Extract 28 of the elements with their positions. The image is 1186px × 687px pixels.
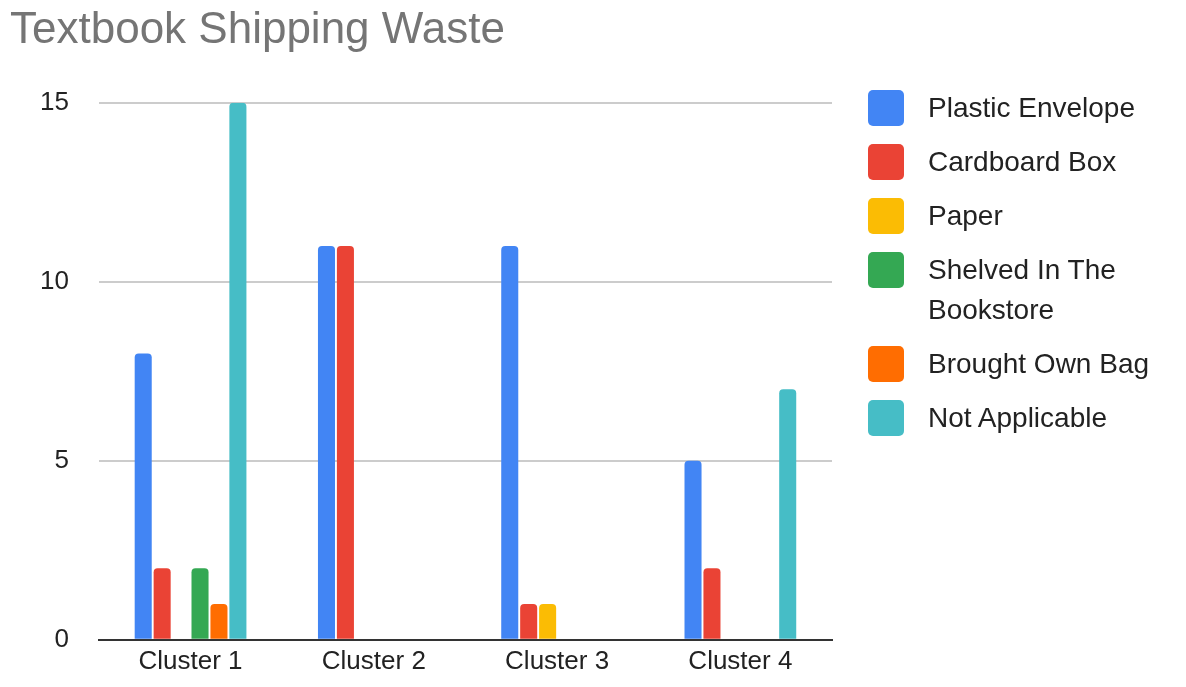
bar <box>336 246 354 639</box>
y-tick-label: 15 <box>40 85 69 116</box>
legend-label: Cardboard Box <box>928 145 1118 179</box>
chart-title: Textbook Shipping Waste <box>10 2 505 52</box>
bar <box>779 389 797 639</box>
bar <box>229 102 247 639</box>
bar <box>501 246 519 639</box>
bar <box>703 568 721 639</box>
y-tick-label: 10 <box>40 264 69 295</box>
bar <box>317 246 335 639</box>
y-tick-label: 0 <box>54 622 69 653</box>
bar <box>684 460 702 639</box>
y-tick-label: 5 <box>54 443 69 474</box>
x-tick-label: Cluster 3 <box>505 644 610 675</box>
bar <box>153 568 171 639</box>
bar <box>134 353 152 639</box>
legend-label: Shelved In The Bookstore <box>928 253 1117 327</box>
bar <box>539 604 557 639</box>
bar <box>191 568 209 639</box>
bar <box>210 604 228 639</box>
x-tick-label: Cluster 1 <box>138 644 243 675</box>
legend-label: Paper <box>928 199 1004 233</box>
legend-label: Plastic Envelope <box>928 91 1136 125</box>
x-tick-label: Cluster 4 <box>688 644 793 675</box>
bar <box>520 604 538 639</box>
x-tick-label: Cluster 2 <box>321 644 426 675</box>
legend-label: Not Applicable <box>928 401 1108 435</box>
legend-label: Brought Own Bag <box>928 347 1151 381</box>
